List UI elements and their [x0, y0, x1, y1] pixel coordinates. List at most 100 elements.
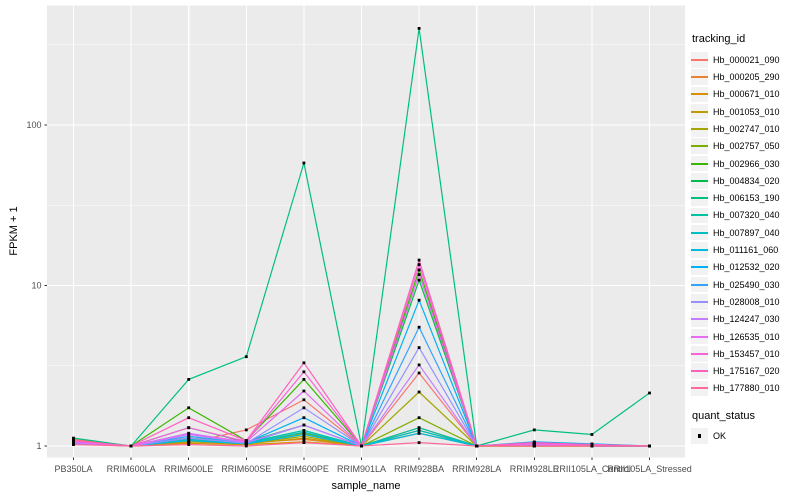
data-point	[302, 430, 306, 434]
legend-item: Hb_126535_010	[691, 328, 796, 345]
legend-item-label: Hb_001053_010	[713, 106, 780, 117]
data-point	[302, 416, 306, 420]
data-point	[590, 444, 594, 448]
legend-item: Hb_001053_010	[691, 103, 796, 120]
legend-key-line	[691, 214, 708, 217]
data-point	[302, 389, 306, 393]
data-point	[302, 441, 306, 444]
data-point	[302, 378, 306, 381]
data-point	[417, 426, 421, 430]
legend-key-line	[691, 197, 708, 200]
legend-key-line	[691, 76, 708, 79]
legend-item: Hb_007897_040	[691, 224, 796, 241]
legend: tracking_id Hb_000021_090 Hb_000205_290 Hb…	[691, 33, 796, 445]
data-point	[302, 434, 306, 438]
legend-item: Hb_002757_050	[691, 138, 796, 154]
legend-item-label: Hb_025490_030	[713, 279, 780, 290]
legend-item: Hb_124247_030	[691, 311, 796, 327]
legend-item: Hb_000205_290	[691, 69, 796, 85]
legend-key	[691, 346, 708, 362]
x-tick-label: RRIM928LE	[510, 464, 559, 474]
legend-item-label: Hb_000671_010	[713, 89, 780, 100]
quant-status-label: OK	[713, 430, 727, 441]
legend-key-line	[691, 266, 708, 269]
legend-item-label: Hb_002966_030	[713, 158, 780, 169]
legend-key	[691, 86, 708, 103]
legend-key	[691, 294, 708, 310]
legend-key-line	[691, 318, 708, 321]
x-tick-label: RRII105LA_Control	[553, 464, 631, 474]
legend-item-label: Hb_007897_040	[713, 227, 780, 238]
legend-key	[691, 138, 708, 154]
legend-item-label: Hb_177880_010	[713, 383, 780, 394]
data-point	[129, 444, 133, 448]
data-point	[532, 441, 536, 444]
x-tick-label: RRIM600LA	[107, 464, 156, 474]
legend-items: Hb_000021_090 Hb_000205_290 Hb_000671_010 H…	[691, 52, 796, 397]
panel-background	[47, 5, 685, 458]
data-point	[532, 428, 536, 432]
y-tick-label: 1	[36, 441, 41, 451]
data-point	[648, 391, 651, 395]
data-point	[187, 443, 191, 446]
data-point	[72, 436, 75, 440]
data-point	[302, 406, 306, 410]
data-point	[302, 429, 306, 432]
legend-key-line	[691, 58, 708, 61]
legend-key-line	[691, 249, 708, 252]
legend-item: Hb_002747_010	[691, 121, 796, 137]
data-point	[302, 398, 306, 402]
x-tick-label: RRII105LA_Stressed	[607, 464, 692, 474]
data-point	[417, 258, 421, 262]
data-point	[244, 439, 248, 442]
legend-item: Hb_175167_020	[691, 363, 796, 379]
legend-key	[691, 207, 708, 224]
legend-item: Hb_006153_190	[691, 190, 796, 206]
legend-key-line	[691, 283, 708, 286]
legend-item-label: Hb_006153_190	[713, 193, 780, 204]
data-point	[417, 429, 421, 432]
legend-item: Hb_153457_010	[691, 346, 796, 362]
data-point	[532, 444, 536, 448]
data-point	[302, 423, 306, 427]
data-point	[417, 273, 421, 276]
legend-item-label: Hb_124247_030	[713, 314, 780, 325]
data-point	[187, 436, 191, 440]
data-point	[475, 444, 479, 448]
data-point	[417, 268, 421, 272]
data-point	[417, 278, 421, 282]
legend-key	[691, 121, 708, 137]
legend-key-line	[691, 352, 708, 355]
x-tick-label: RRIM928LA	[452, 464, 501, 474]
legend-item: Hb_025490_030	[691, 276, 796, 293]
data-point	[302, 361, 306, 365]
data-point	[72, 443, 75, 446]
legend-item-label: Hb_012532_020	[713, 262, 780, 273]
data-point	[302, 370, 306, 374]
legend-item-label: Hb_153457_010	[713, 348, 780, 359]
data-point	[417, 431, 421, 435]
legend-key-line	[691, 127, 708, 130]
legend-item-label: Hb_004834_020	[713, 175, 780, 186]
legend-key-line	[691, 93, 708, 96]
legend-key-line	[691, 370, 708, 373]
data-point	[417, 325, 421, 329]
legend-key	[691, 190, 708, 206]
legend-item-label: Hb_028008_010	[713, 296, 780, 307]
x-tick-label: RRIM928BA	[394, 464, 444, 474]
legend-item-label: Hb_175167_020	[713, 366, 780, 377]
quant-status-item: OK	[691, 428, 796, 444]
legend-key	[691, 52, 708, 68]
square-marker-icon	[697, 434, 702, 438]
legend-key	[691, 242, 708, 258]
data-point	[244, 428, 248, 432]
data-point	[417, 346, 421, 349]
legend-title: tracking_id	[692, 33, 746, 45]
legend-key	[691, 224, 708, 241]
legend-item-label: Hb_126535_010	[713, 331, 780, 342]
legend-key	[691, 103, 708, 120]
legend-key	[691, 69, 708, 85]
legend-item-label: Hb_000021_090	[713, 54, 780, 65]
